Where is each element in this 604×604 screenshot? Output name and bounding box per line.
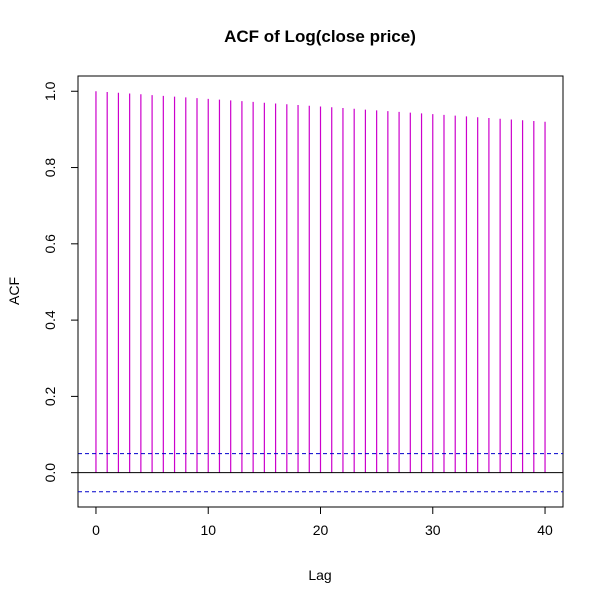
x-axis: 0 10 20 30 40 <box>92 506 553 538</box>
acf-bars <box>95 91 546 473</box>
y-tick-label: 0.0 <box>42 463 58 483</box>
x-tick-label: 30 <box>425 522 441 538</box>
y-axis: 0.0 0.2 0.4 0.6 0.8 1.0 <box>42 81 79 483</box>
x-tick-label: 10 <box>200 522 216 538</box>
x-tick-label: 20 <box>313 522 329 538</box>
y-tick-label: 0.6 <box>42 234 58 254</box>
x-axis-label: Lag <box>308 567 331 583</box>
y-tick-label: 1.0 <box>42 81 58 101</box>
x-tick-label: 40 <box>537 522 553 538</box>
confidence-bounds <box>78 453 563 493</box>
y-tick-label: 0.2 <box>42 386 58 406</box>
x-tick-label: 0 <box>92 522 100 538</box>
chart-title: ACF of Log(close price) <box>224 27 416 46</box>
y-tick-label: 0.8 <box>42 158 58 178</box>
y-tick-label: 0.4 <box>42 310 58 330</box>
y-axis-label: ACF <box>6 277 22 305</box>
